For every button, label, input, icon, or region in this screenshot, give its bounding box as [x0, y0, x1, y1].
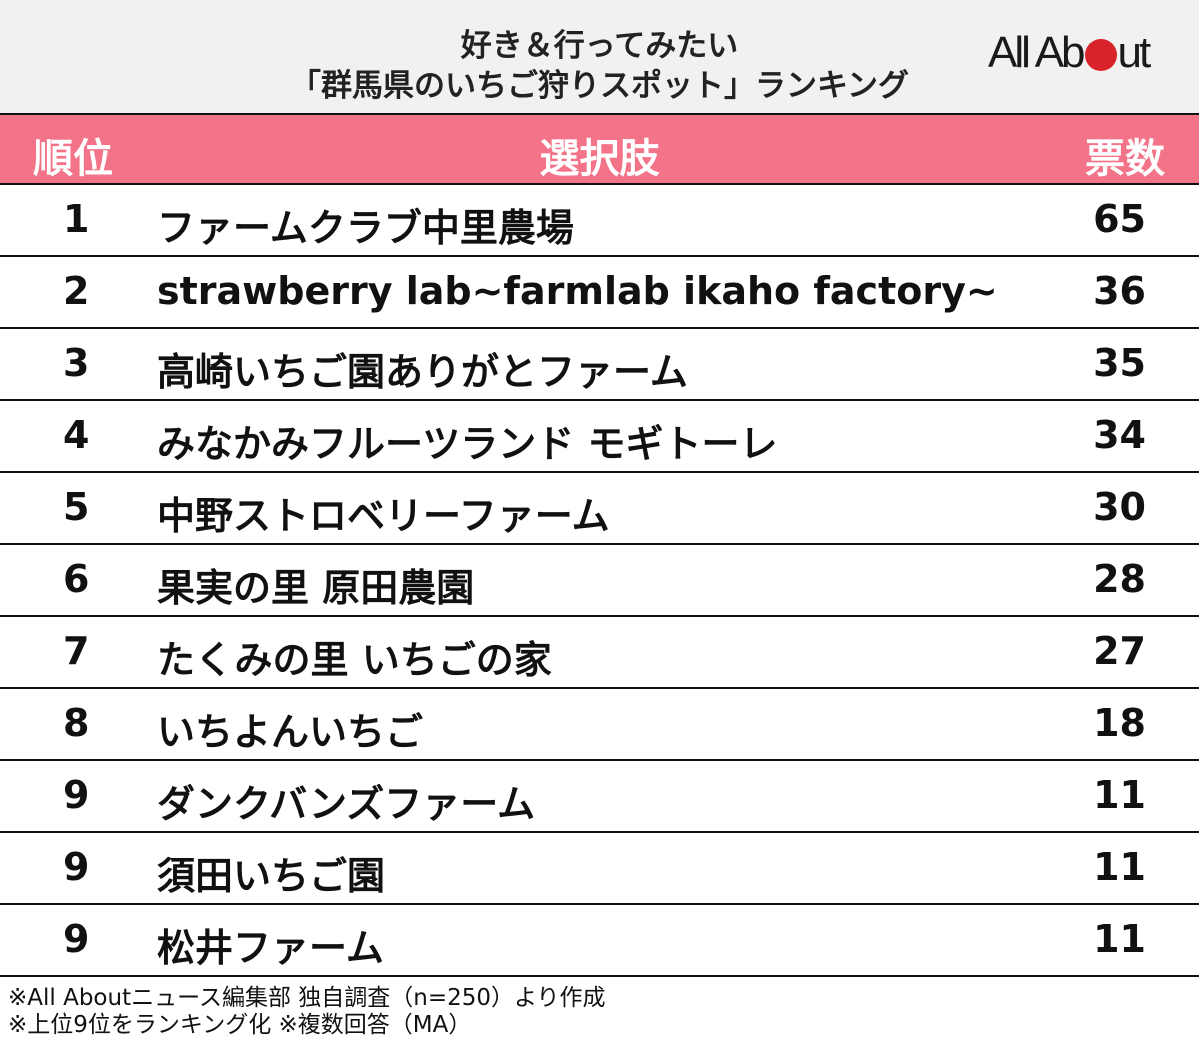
- rank: 3: [63, 341, 90, 385]
- ranking-table: 1 ファームクラブ中里農場 65 2 strawberry lab~farmlab i…: [0, 185, 1199, 977]
- table-header: 順位 選択肢 票数: [0, 113, 1199, 185]
- spot-name: 松井ファーム: [157, 926, 384, 970]
- footnotes: ※All Aboutニュース編集部 独自調査（n=250）より作成 ※上位9位を…: [8, 985, 606, 1039]
- votes: 11: [1093, 773, 1146, 817]
- spot-name: 果実の里 原田農園: [157, 566, 475, 610]
- spot-name: 高崎いちご園ありがとファーム: [157, 350, 688, 394]
- votes: 28: [1093, 557, 1146, 601]
- table-row: 8 いちよんいちご 18: [0, 689, 1199, 761]
- votes: 11: [1093, 917, 1146, 961]
- allabout-logo: All Ab ut: [988, 28, 1152, 77]
- votes: 34: [1093, 413, 1146, 457]
- logo-red-dot-icon: [1084, 39, 1117, 71]
- logo-text-left: All Ab: [988, 28, 1086, 77]
- votes: 36: [1093, 269, 1146, 313]
- spot-name: みなかみフルーツランド モギトーレ: [157, 422, 778, 466]
- logo-text-right: ut: [1117, 28, 1152, 77]
- votes: 65: [1093, 197, 1146, 241]
- rank: 1: [63, 197, 90, 241]
- title-line-2: 「群馬県のいちご狩りスポット」ランキング: [289, 68, 910, 104]
- votes: 27: [1093, 629, 1146, 673]
- votes: 18: [1093, 701, 1146, 745]
- rank: 6: [63, 557, 90, 601]
- votes: 30: [1093, 485, 1146, 529]
- table-row: 9 須田いちご園 11: [0, 833, 1199, 905]
- spot-name: 須田いちご園: [157, 854, 386, 898]
- title-area: 好き＆行ってみたい 「群馬県のいちご狩りスポット」ランキング All Ab ut: [0, 0, 1199, 113]
- spot-name: ファームクラブ中里農場: [157, 206, 574, 250]
- rank: 5: [63, 485, 90, 529]
- spot-name: たくみの里 いちごの家: [157, 638, 552, 682]
- table-row: 6 果実の里 原田農園 28: [0, 545, 1199, 617]
- votes: 35: [1093, 341, 1146, 385]
- votes: 11: [1093, 845, 1146, 889]
- spot-name: いちよんいちご: [157, 710, 424, 754]
- table-row: 2 strawberry lab~farmlab ikaho factory~ 36: [0, 257, 1199, 329]
- header-votes: 票数: [1085, 136, 1165, 182]
- table-row: 4 みなかみフルーツランド モギトーレ 34: [0, 401, 1199, 473]
- title-line-1: 好き＆行ってみたい: [460, 28, 739, 64]
- spot-name: ダンクバンズファーム: [157, 782, 536, 826]
- header-rank: 順位: [33, 136, 113, 182]
- header-choice: 選択肢: [539, 136, 660, 182]
- table-row: 5 中野ストロベリーファーム 30: [0, 473, 1199, 545]
- spot-name: 中野ストロベリーファーム: [157, 494, 610, 538]
- rank: 8: [63, 701, 90, 745]
- footnote-source: ※All Aboutニュース編集部 独自調査（n=250）より作成: [8, 985, 606, 1011]
- footnote-method: ※上位9位をランキング化 ※複数回答（MA）: [8, 1012, 472, 1038]
- table-row: 1 ファームクラブ中里農場 65: [0, 185, 1199, 257]
- table-row: 3 高崎いちご園ありがとファーム 35: [0, 329, 1199, 401]
- table-row: 9 ダンクバンズファーム 11: [0, 761, 1199, 833]
- table-row: 9 松井ファーム 11: [0, 905, 1199, 977]
- table-row: 7 たくみの里 いちごの家 27: [0, 617, 1199, 689]
- spot-name: strawberry lab~farmlab ikaho factory~: [157, 269, 998, 313]
- rank: 9: [63, 845, 90, 889]
- rank: 9: [63, 773, 90, 817]
- rank: 2: [63, 269, 90, 313]
- rank: 4: [63, 413, 90, 457]
- rank: 7: [63, 629, 90, 673]
- rank: 9: [63, 917, 90, 961]
